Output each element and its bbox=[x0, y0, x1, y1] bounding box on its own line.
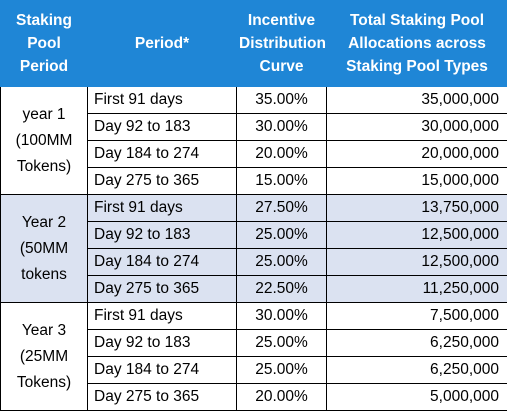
curve-cell: 20.00% bbox=[237, 384, 327, 411]
curve-cell: 27.50% bbox=[237, 195, 327, 222]
year-label: Year 2 (50MM tokens bbox=[1, 195, 88, 303]
allocation-cell: 30,000,000 bbox=[327, 114, 507, 141]
curve-cell: 30.00% bbox=[237, 303, 327, 330]
period-cell: Day 92 to 183 bbox=[88, 114, 237, 141]
curve-cell: 30.00% bbox=[237, 114, 327, 141]
allocation-cell: 12,500,000 bbox=[327, 249, 507, 276]
period-cell: First 91 days bbox=[88, 87, 237, 114]
year-group-1: year 1 (100MM Tokens) First 91 days 35.0… bbox=[1, 87, 507, 195]
allocation-cell: 35,000,000 bbox=[327, 87, 507, 114]
table-row: year 1 (100MM Tokens) First 91 days 35.0… bbox=[1, 87, 507, 114]
period-cell: Day 184 to 274 bbox=[88, 357, 237, 384]
period-cell: Day 184 to 274 bbox=[88, 249, 237, 276]
curve-cell: 25.00% bbox=[237, 249, 327, 276]
table-row: Year 2 (50MM tokens First 91 days 27.50%… bbox=[1, 195, 507, 222]
allocation-cell: 6,250,000 bbox=[327, 357, 507, 384]
curve-cell: 20.00% bbox=[237, 141, 327, 168]
period-cell: Day 184 to 274 bbox=[88, 141, 237, 168]
curve-cell: 35.00% bbox=[237, 87, 327, 114]
allocation-cell: 5,000,000 bbox=[327, 384, 507, 411]
curve-cell: 25.00% bbox=[237, 357, 327, 384]
header-total-allocations: Total Staking Pool Allocations across St… bbox=[327, 1, 507, 87]
allocation-cell: 11,250,000 bbox=[327, 276, 507, 303]
period-cell: Day 92 to 183 bbox=[88, 222, 237, 249]
header-row: Staking Pool Period Period* Incentive Di… bbox=[1, 1, 507, 87]
header-staking-pool-period: Staking Pool Period bbox=[1, 1, 88, 87]
allocation-cell: 6,250,000 bbox=[327, 330, 507, 357]
curve-cell: 25.00% bbox=[237, 222, 327, 249]
period-cell: First 91 days bbox=[88, 195, 237, 222]
year-label: year 1 (100MM Tokens) bbox=[1, 87, 88, 195]
allocation-cell: 7,500,000 bbox=[327, 303, 507, 330]
period-cell: Day 275 to 365 bbox=[88, 168, 237, 195]
curve-cell: 22.50% bbox=[237, 276, 327, 303]
period-cell: Day 275 to 365 bbox=[88, 384, 237, 411]
curve-cell: 15.00% bbox=[237, 168, 327, 195]
allocation-cell: 15,000,000 bbox=[327, 168, 507, 195]
header-period: Period* bbox=[88, 1, 237, 87]
year-label: Year 3 (25MM Tokens) bbox=[1, 303, 88, 411]
curve-cell: 25.00% bbox=[237, 330, 327, 357]
header-incentive-curve: Incentive Distribution Curve bbox=[237, 1, 327, 87]
period-cell: Day 275 to 365 bbox=[88, 276, 237, 303]
period-cell: First 91 days bbox=[88, 303, 237, 330]
allocation-cell: 13,750,000 bbox=[327, 195, 507, 222]
allocation-cell: 20,000,000 bbox=[327, 141, 507, 168]
period-cell: Day 92 to 183 bbox=[88, 330, 237, 357]
allocation-cell: 12,500,000 bbox=[327, 222, 507, 249]
year-group-2: Year 2 (50MM tokens First 91 days 27.50%… bbox=[1, 195, 507, 303]
year-group-3: Year 3 (25MM Tokens) First 91 days 30.00… bbox=[1, 303, 507, 411]
table-row: Year 3 (25MM Tokens) First 91 days 30.00… bbox=[1, 303, 507, 330]
table-header: Staking Pool Period Period* Incentive Di… bbox=[1, 1, 507, 87]
